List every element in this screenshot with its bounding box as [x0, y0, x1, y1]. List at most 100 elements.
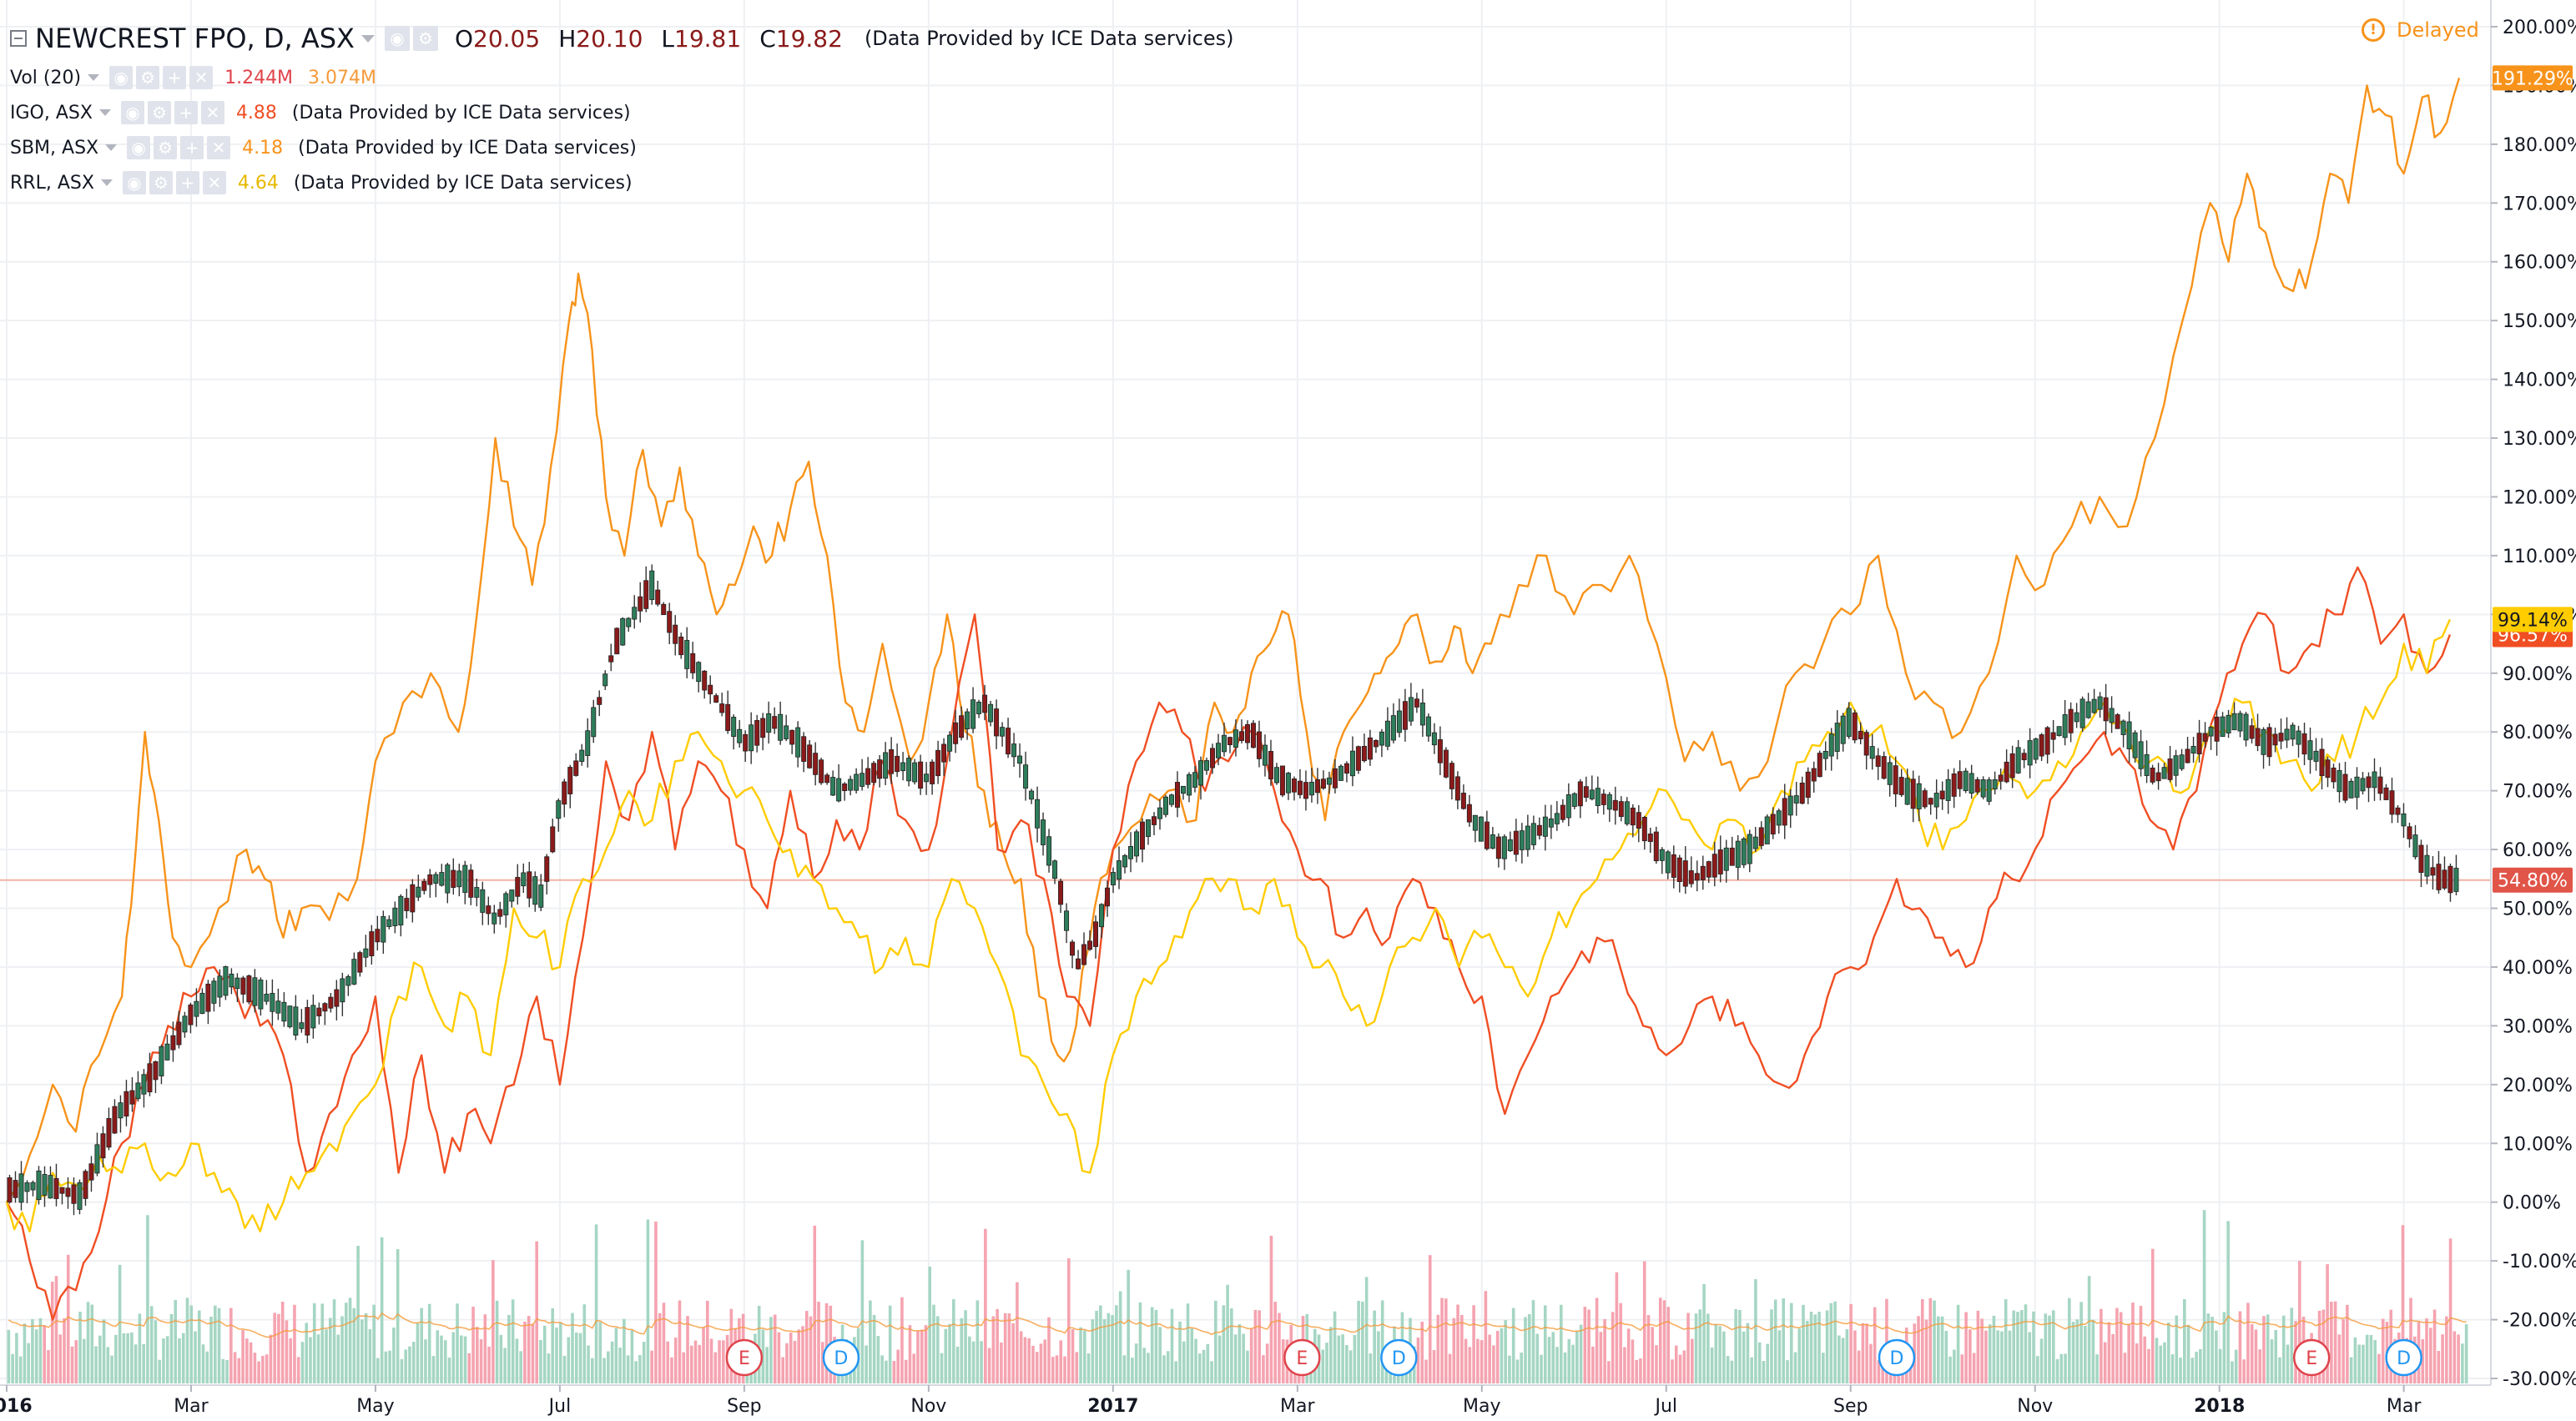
volume-bar: [928, 1266, 932, 1383]
candle-body: [164, 1043, 170, 1061]
candle-body: [842, 784, 848, 792]
volume-ma-line: [8, 1312, 2467, 1338]
candle-body: [2237, 713, 2243, 732]
y-tick-label: 180.00%: [2503, 135, 2576, 156]
volume-bar: [300, 1342, 305, 1383]
candle-body: [1000, 727, 1006, 737]
volume-bar: [2075, 1319, 2079, 1383]
volume-bar: [2016, 1312, 2019, 1383]
chevron-down-icon[interactable]: [360, 34, 375, 43]
event-label: E: [2306, 1348, 2317, 1369]
chevron-down-icon[interactable]: [98, 109, 111, 116]
volume-bar: [1364, 1277, 1369, 1383]
eye-icon[interactable]: ◉: [122, 171, 146, 194]
plus-icon[interactable]: +: [180, 136, 204, 159]
candle-body: [1361, 745, 1367, 762]
gear-icon[interactable]: ⚙: [149, 171, 173, 194]
volume-bar: [388, 1350, 391, 1383]
volume-bar: [1019, 1331, 1023, 1383]
x-tick-label: 2018: [2194, 1396, 2245, 1417]
volume-bar: [1246, 1350, 1249, 1383]
overlay-label[interactable]: RRL, ASX: [10, 172, 94, 194]
candle-body: [1011, 743, 1017, 758]
symbol-title[interactable]: NEWCREST FPO, D, ASX: [35, 23, 355, 54]
volume-bar: [23, 1323, 27, 1383]
volume-bar: [1495, 1330, 1500, 1383]
plus-icon[interactable]: +: [175, 171, 199, 194]
volume-bar: [340, 1316, 344, 1383]
candle-body: [1396, 710, 1402, 733]
gear-icon[interactable]: ⚙: [412, 26, 438, 51]
volume-bar: [1238, 1324, 1242, 1383]
close-icon[interactable]: ✕: [200, 101, 224, 124]
volume-bar: [960, 1318, 964, 1383]
gear-icon[interactable]: ⚙: [147, 101, 171, 124]
eye-icon[interactable]: ◉: [127, 136, 151, 159]
volume-bar: [110, 1355, 113, 1383]
event-label: D: [834, 1348, 848, 1369]
volume-bar: [1206, 1343, 1210, 1383]
candle-body: [293, 1006, 299, 1036]
candle-body: [1647, 833, 1653, 842]
overlay-label[interactable]: IGO, ASX: [10, 102, 93, 123]
chevron-down-icon[interactable]: [105, 144, 118, 151]
volume-bar: [885, 1360, 888, 1383]
price-axis[interactable]: 200.00%190.00%180.00%170.00%160.00%150.0…: [2490, 0, 2576, 1390]
candle-body: [1238, 731, 1244, 741]
volume-bar: [1007, 1313, 1011, 1383]
low-value: 19.81: [674, 24, 742, 53]
eye-icon[interactable]: ◉: [384, 26, 410, 51]
volume-bar: [1757, 1342, 1762, 1383]
candle-body: [1688, 870, 1694, 884]
candle-body: [1863, 732, 1869, 756]
candle-body: [1764, 816, 1770, 844]
candle-body: [1297, 780, 1303, 795]
volume-bar: [1448, 1353, 1452, 1383]
chevron-down-icon[interactable]: [100, 179, 113, 186]
volume-bar: [904, 1359, 908, 1383]
volume-bar: [50, 1282, 54, 1383]
volume-bar: [1861, 1323, 1865, 1383]
candle-body: [1146, 819, 1152, 837]
legend-overlay-igo: IGO, ASX ◉ ⚙ + ✕ 4.88 (Data Provided by …: [10, 95, 1234, 130]
close-icon[interactable]: ✕: [207, 136, 231, 159]
volume-bar: [1086, 1353, 1091, 1383]
volume-bar: [1051, 1357, 1055, 1383]
plus-icon[interactable]: +: [163, 66, 187, 89]
dividend-marker: D: [1878, 1338, 1916, 1377]
volume-bar: [2346, 1304, 2349, 1383]
candle-body: [614, 627, 620, 655]
volume-bar: [253, 1353, 257, 1383]
candle-body: [199, 992, 205, 1014]
gear-icon[interactable]: ⚙: [154, 136, 178, 159]
legend-overlay-rrl: RRL, ASX ◉ ⚙ + ✕ 4.64 (Data Provided by …: [10, 165, 1234, 200]
volume-bar: [1591, 1346, 1595, 1383]
candle-body: [1197, 760, 1203, 786]
delayed-badge[interactable]: ! Delayed: [2362, 18, 2479, 42]
volume-bar: [106, 1347, 110, 1383]
volume-bar: [1023, 1337, 1027, 1383]
eye-icon[interactable]: ◉: [109, 66, 134, 89]
close-icon[interactable]: ✕: [189, 66, 214, 89]
volume-bar: [817, 1301, 820, 1383]
plus-icon[interactable]: +: [174, 101, 198, 124]
candle-body: [1414, 698, 1419, 708]
x-tick-label: May: [356, 1396, 394, 1417]
time-axis[interactable]: 2016 Mar May Jul Sep Nov 2017 Mar May Jul Sep Nov 20…: [0, 1384, 2491, 1417]
collapse-icon[interactable]: [10, 30, 27, 47]
candle-body: [182, 1015, 188, 1033]
volume-bar: [1682, 1350, 1686, 1383]
candle-body: [1087, 940, 1093, 950]
volume-value: 1.244M: [224, 67, 294, 88]
volume-label[interactable]: Vol (20): [10, 67, 82, 88]
dividend-marker: D: [1380, 1338, 1418, 1377]
volume-bar: [1607, 1361, 1611, 1383]
volume-bar: [98, 1335, 102, 1383]
chevron-down-icon[interactable]: [88, 74, 100, 81]
volume-bar: [332, 1299, 336, 1383]
overlay-label[interactable]: SBM, ASX: [10, 137, 99, 159]
gear-icon[interactable]: ⚙: [136, 66, 160, 89]
eye-icon[interactable]: ◉: [120, 101, 144, 124]
close-icon[interactable]: ✕: [202, 171, 226, 194]
